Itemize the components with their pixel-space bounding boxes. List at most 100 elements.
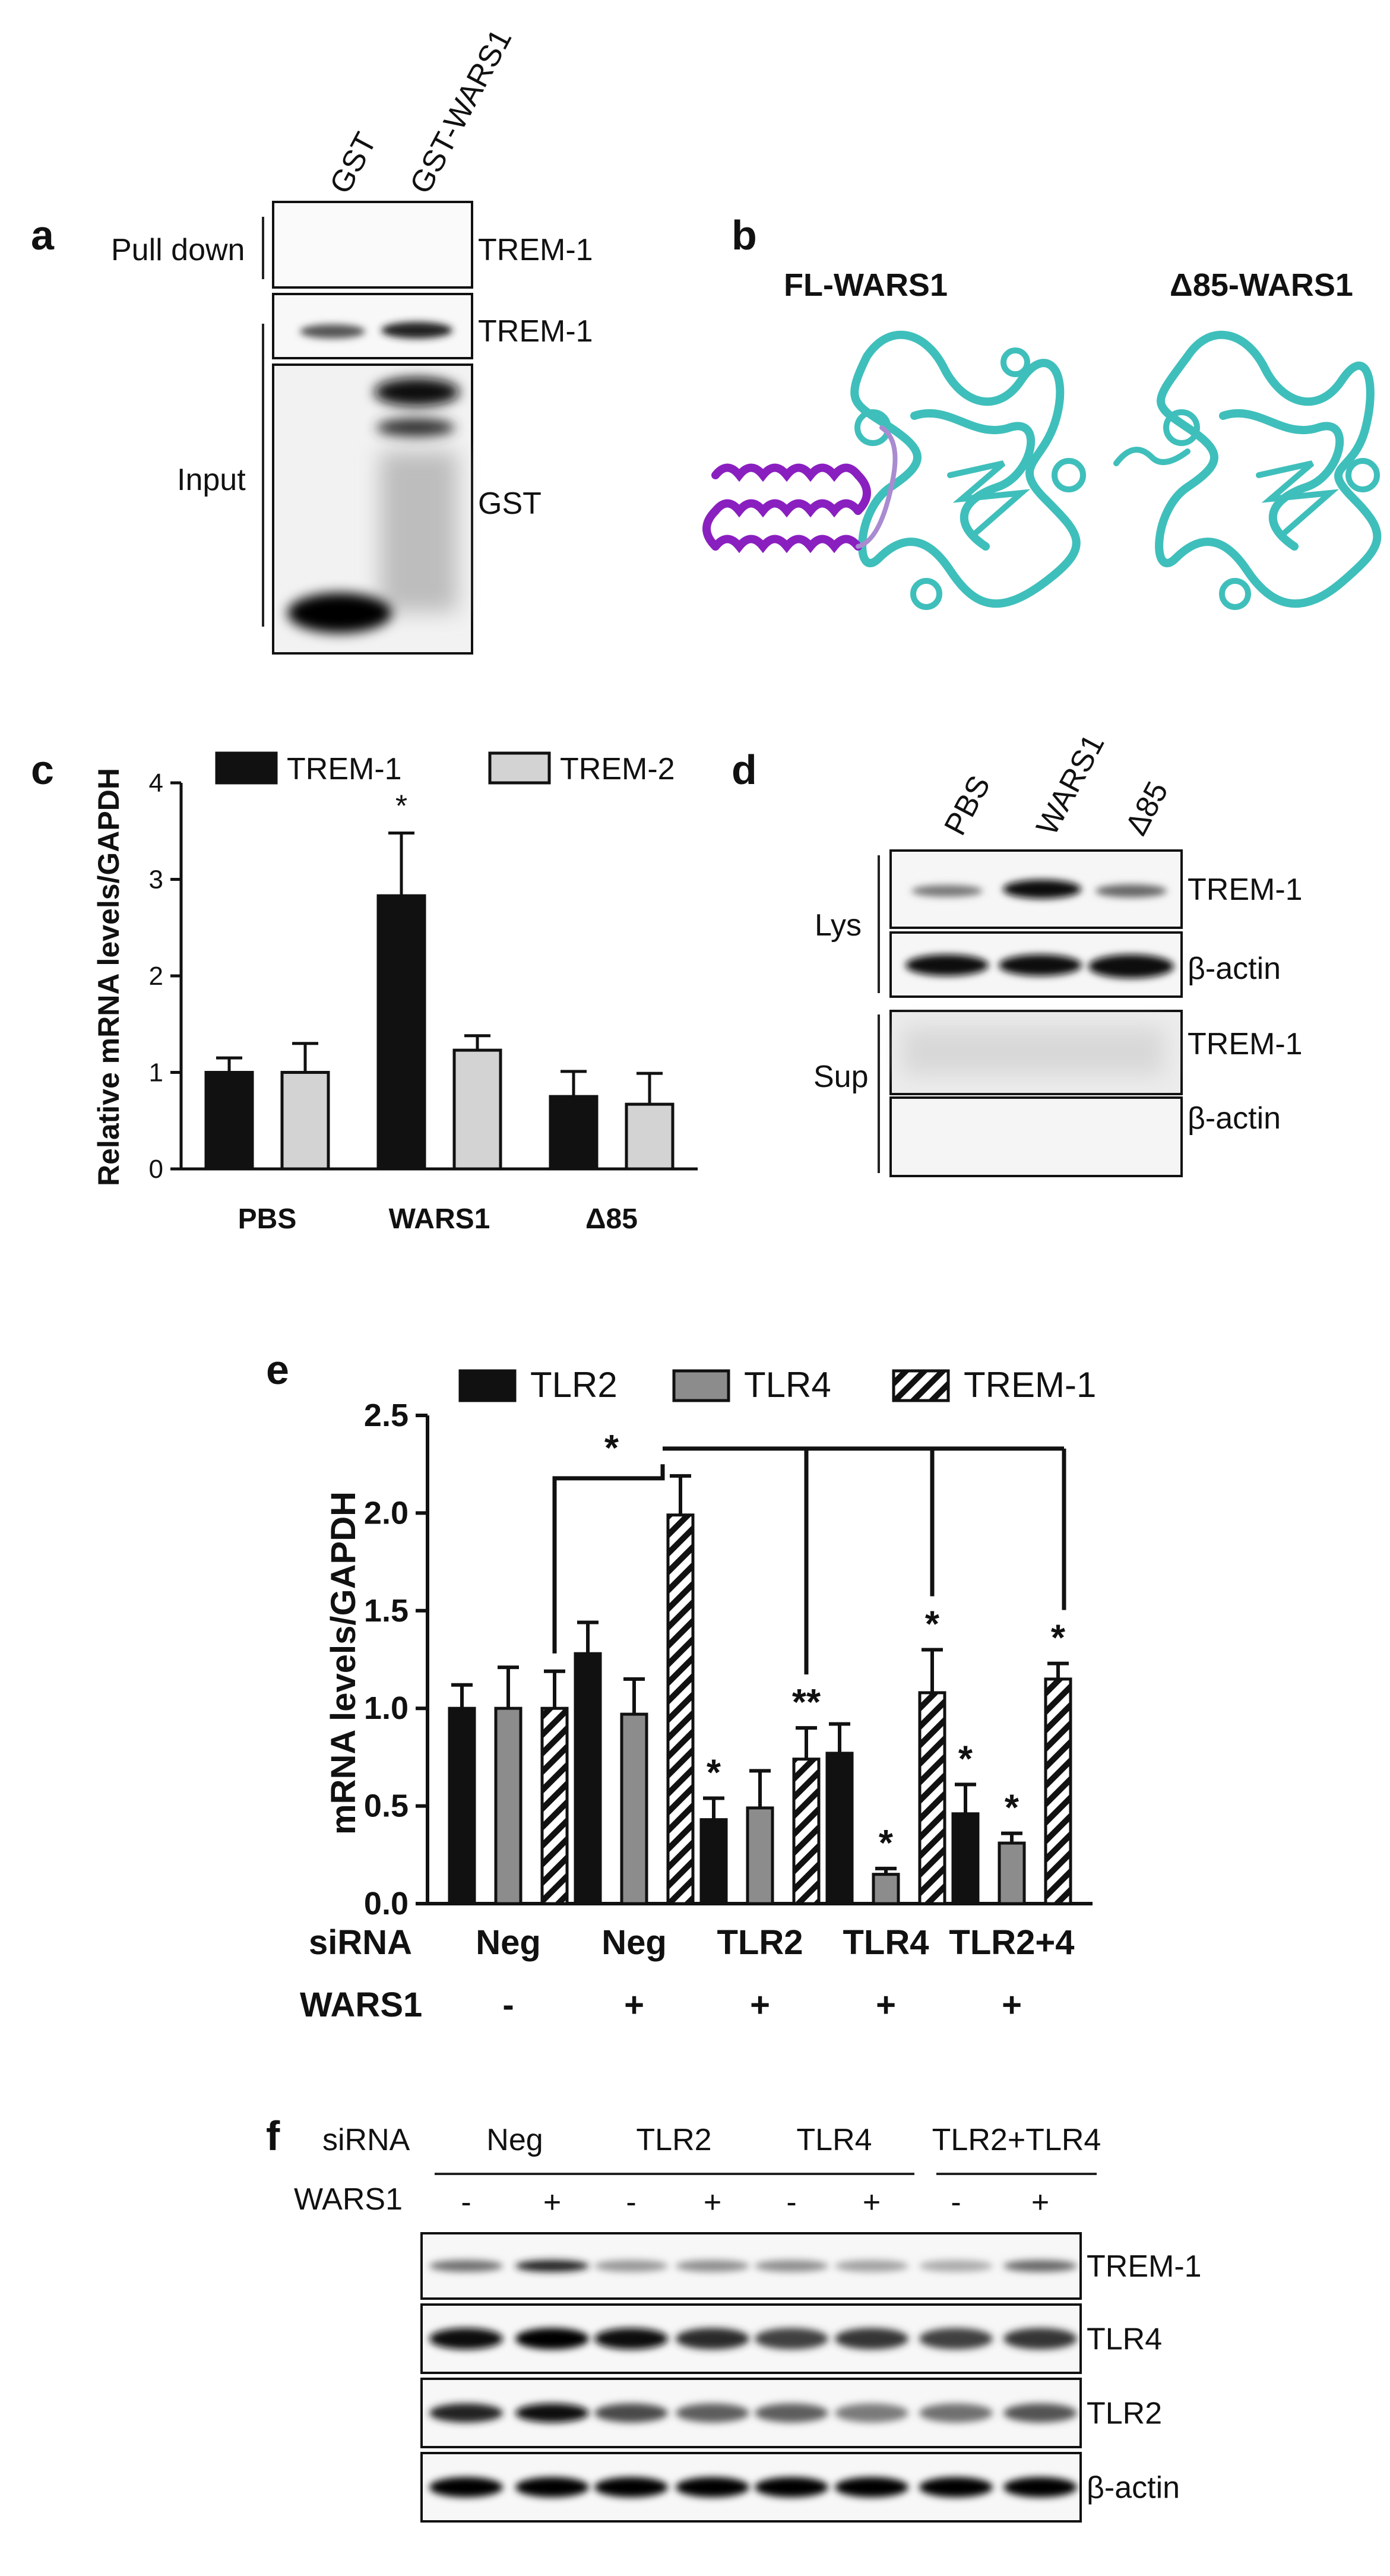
f-band bbox=[835, 2328, 908, 2350]
e-y-tick-label: 0.5 bbox=[364, 1788, 409, 1824]
n-terminal-helix-domain bbox=[702, 425, 898, 554]
blot-label-lys-actin: β-actin bbox=[1188, 952, 1281, 986]
c-y-tick-label: 4 bbox=[149, 769, 163, 798]
f-band bbox=[515, 2403, 589, 2423]
e-bracket bbox=[552, 1464, 665, 1654]
e-bar bbox=[448, 1706, 476, 1905]
smear bbox=[903, 1028, 1164, 1075]
e-legend-swatch bbox=[672, 1369, 730, 1402]
e-legend-label: TLR2 bbox=[530, 1365, 618, 1405]
f-band bbox=[594, 2328, 668, 2350]
blot-label-input-trem1: TREM-1 bbox=[478, 314, 593, 349]
f-band bbox=[755, 2260, 828, 2272]
f-band bbox=[429, 2328, 503, 2350]
f-band bbox=[1003, 2477, 1077, 2498]
band bbox=[381, 322, 452, 339]
input-label: Input bbox=[177, 463, 246, 497]
lane-label-gst-wars1: GST-WARS1 bbox=[403, 24, 518, 200]
e-bar bbox=[792, 1758, 821, 1905]
f-band bbox=[919, 2328, 993, 2350]
f-band bbox=[755, 2403, 828, 2423]
c-bar bbox=[452, 1048, 502, 1171]
e-y-tick-label: 0.0 bbox=[364, 1886, 409, 1921]
f-band bbox=[594, 2260, 668, 2272]
f-wars1-sign: + bbox=[1031, 2185, 1049, 2220]
f-wars1-sign: - bbox=[626, 2185, 636, 2220]
f-band bbox=[919, 2477, 993, 2498]
panel-e-label: e bbox=[266, 1347, 289, 1393]
e-wars1-sign: - bbox=[502, 1986, 514, 2024]
fl-wars1-structure bbox=[850, 330, 1086, 610]
panel-d-label: d bbox=[732, 747, 757, 793]
band bbox=[374, 378, 460, 406]
band bbox=[376, 418, 455, 437]
e-wars1-sign: + bbox=[750, 1986, 770, 2024]
c-y-tick-label: 1 bbox=[149, 1058, 163, 1088]
panel-a: a GST GST-WARS1 Pull down TREM-1 TREM-1 … bbox=[31, 24, 593, 655]
e-y-tick-label: 2.0 bbox=[364, 1495, 409, 1531]
e-bar bbox=[574, 1652, 602, 1905]
f-group-label: TLR2 bbox=[636, 2123, 711, 2157]
band bbox=[911, 885, 983, 897]
c-bar bbox=[280, 1071, 330, 1171]
panel-f-label: f bbox=[266, 2113, 280, 2159]
lys-label: Lys bbox=[815, 908, 862, 943]
f-blot-label: TLR4 bbox=[1087, 2322, 1162, 2357]
chart-e: e 0.0 0.5 1.0 1.5 2.0 2.5 mRNA levels/GAPDH Neg… bbox=[266, 1347, 1096, 2024]
f-band bbox=[594, 2403, 668, 2423]
e-bar bbox=[918, 1691, 946, 1905]
e-wars1-sign: + bbox=[624, 1986, 644, 2024]
e-significance: * bbox=[925, 1604, 940, 1645]
blot-label-sup-trem1: TREM-1 bbox=[1188, 1027, 1303, 1061]
blot-label-sup-actin: β-actin bbox=[1188, 1101, 1281, 1136]
e-category-label: TLR2 bbox=[717, 1923, 803, 1962]
c-category-label: Δ85 bbox=[585, 1203, 638, 1235]
band bbox=[1095, 884, 1167, 897]
e-sirna-row-label: siRNA bbox=[309, 1923, 412, 1962]
e-bar bbox=[951, 1812, 980, 1905]
structure-left-title: FL-WARS1 bbox=[784, 267, 948, 303]
c-legend-label: TREM-1 bbox=[287, 752, 402, 786]
e-significance: * bbox=[958, 1739, 973, 1780]
e-bar bbox=[746, 1806, 774, 1905]
f-band bbox=[676, 2328, 749, 2350]
f-band bbox=[835, 2260, 908, 2272]
band bbox=[287, 593, 392, 633]
f-sirna-label: siRNA bbox=[322, 2123, 410, 2157]
f-band bbox=[429, 2477, 503, 2498]
c-bar bbox=[204, 1071, 254, 1171]
e-bar bbox=[666, 1513, 695, 1905]
f-blot-label: β-actin bbox=[1087, 2471, 1180, 2505]
f-blots: TREM-1 TLR4 TLR2 β-actin bbox=[420, 2232, 1202, 2523]
f-band bbox=[835, 2477, 908, 2498]
blot-label-pulldown-trem1: TREM-1 bbox=[478, 233, 593, 267]
band bbox=[1003, 880, 1081, 899]
e-category-label: Neg bbox=[601, 1923, 667, 1962]
f-wars1-sign: - bbox=[461, 2185, 471, 2220]
e-wars1-sign: + bbox=[876, 1986, 896, 2024]
e-legend-swatch bbox=[458, 1369, 517, 1402]
e-category-label: TLR4 bbox=[843, 1923, 929, 1962]
f-band bbox=[919, 2260, 993, 2272]
f-band bbox=[919, 2403, 993, 2423]
lane-label-delta85: Δ85 bbox=[1119, 776, 1175, 841]
f-band bbox=[676, 2403, 749, 2423]
c-legend-swatch bbox=[215, 751, 278, 785]
f-band bbox=[515, 2260, 589, 2272]
panel-a-label: a bbox=[31, 212, 55, 258]
panel-b: b FL-WARS1 Δ85-WARS1 bbox=[702, 212, 1382, 610]
f-band bbox=[429, 2403, 503, 2423]
e-bar bbox=[825, 1752, 854, 1905]
f-band bbox=[429, 2260, 503, 2272]
c-legend-label: TREM-2 bbox=[560, 752, 675, 786]
e-significance: * bbox=[1005, 1788, 1019, 1829]
f-band bbox=[755, 2328, 828, 2350]
c-y-tick-label: 0 bbox=[149, 1155, 163, 1184]
e-bar bbox=[998, 1841, 1026, 1905]
f-wars1-label: WARS1 bbox=[294, 2182, 403, 2217]
band bbox=[905, 954, 989, 976]
delta85-wars1-structure bbox=[1113, 330, 1382, 610]
f-group-label: TLR2+TLR4 bbox=[932, 2123, 1101, 2157]
e-bar bbox=[872, 1873, 900, 1905]
panel-c-label: c bbox=[31, 747, 54, 793]
